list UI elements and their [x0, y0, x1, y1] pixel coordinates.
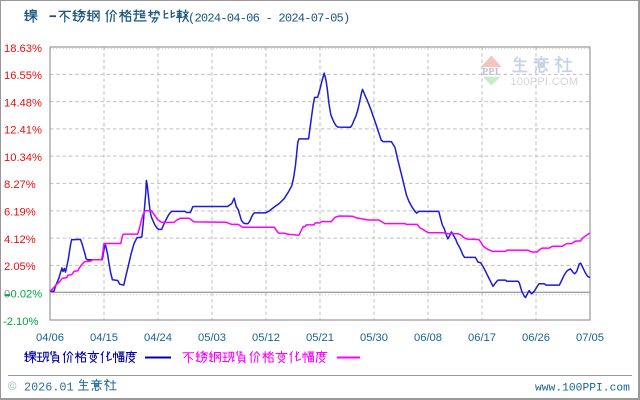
svg-text:05/30: 05/30 [360, 332, 388, 344]
svg-text:8.27%: 8.27% [4, 179, 36, 191]
svg-text:PPI: PPI [482, 67, 499, 78]
svg-text:-2.10%: -2.10% [3, 316, 38, 328]
svg-text:www.100PPI.com: www.100PPI.com [535, 383, 630, 395]
svg-text:04/15: 04/15 [90, 332, 118, 344]
svg-text:0.02%: 0.02% [11, 288, 43, 300]
svg-text:6.19%: 6.19% [4, 207, 36, 219]
svg-text:(2024-04-06 - 2024-07-05): (2024-04-06 - 2024-07-05) [188, 12, 349, 26]
svg-text:06/26: 06/26 [522, 332, 550, 344]
svg-text:4.12%: 4.12% [4, 234, 36, 246]
svg-text:05/12: 05/12 [252, 332, 280, 344]
svg-text:14.48%: 14.48% [4, 98, 42, 110]
svg-text:16.55%: 16.55% [4, 70, 42, 82]
svg-text:100PPI.COM: 100PPI.COM [511, 76, 579, 88]
svg-text:05/03: 05/03 [198, 332, 226, 344]
svg-text:05/21: 05/21 [306, 332, 334, 344]
svg-text:04/24: 04/24 [144, 332, 172, 344]
svg-text:07/05: 07/05 [576, 332, 604, 344]
svg-text:06/08: 06/08 [414, 332, 442, 344]
svg-text:10.34%: 10.34% [4, 152, 42, 164]
svg-text:©: © [8, 381, 17, 393]
svg-text:2.05%: 2.05% [4, 261, 36, 273]
svg-text:04/06: 04/06 [36, 332, 64, 344]
svg-text:2026.01: 2026.01 [24, 381, 74, 395]
svg-text:12.41%: 12.41% [4, 125, 42, 137]
svg-text:06/17: 06/17 [468, 332, 496, 344]
svg-text:18.63%: 18.63% [4, 43, 42, 55]
